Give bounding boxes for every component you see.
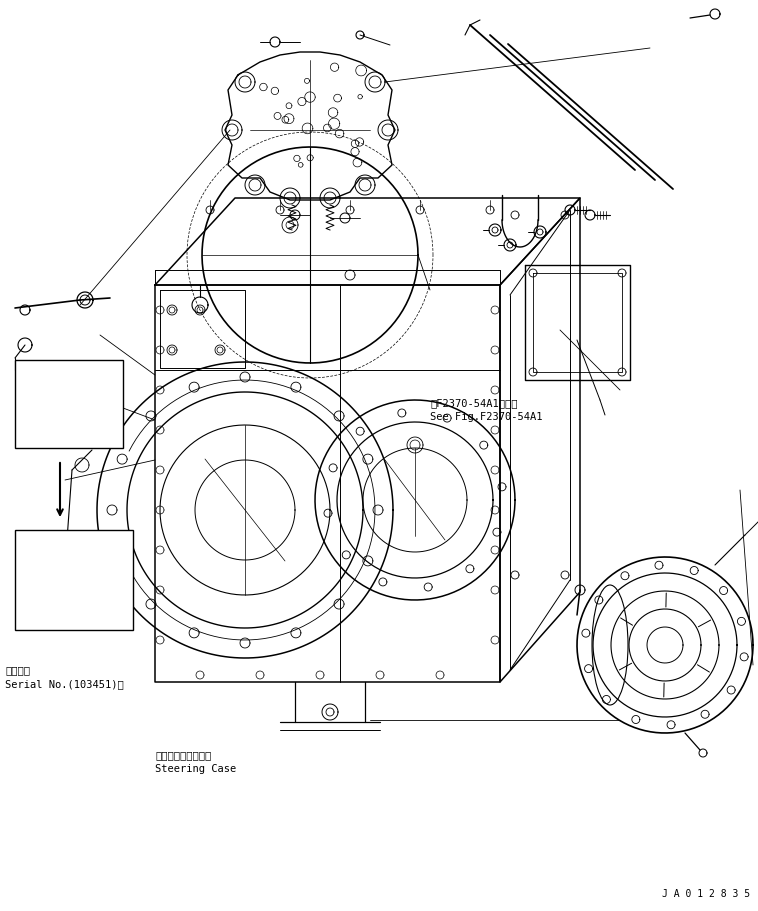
Bar xyxy=(15,360,123,448)
Bar xyxy=(15,530,133,630)
Text: J A 0 1 2 8 3 5: J A 0 1 2 8 3 5 xyxy=(662,889,750,899)
Text: 第F2370-54A1図参照
See Fig.F2370-54A1: 第F2370-54A1図参照 See Fig.F2370-54A1 xyxy=(430,398,543,422)
Text: ステアリングケース
Steering Case: ステアリングケース Steering Case xyxy=(155,750,236,774)
Text: 適用号機
Serial No.(103451)～: 適用号機 Serial No.(103451)～ xyxy=(5,665,124,689)
